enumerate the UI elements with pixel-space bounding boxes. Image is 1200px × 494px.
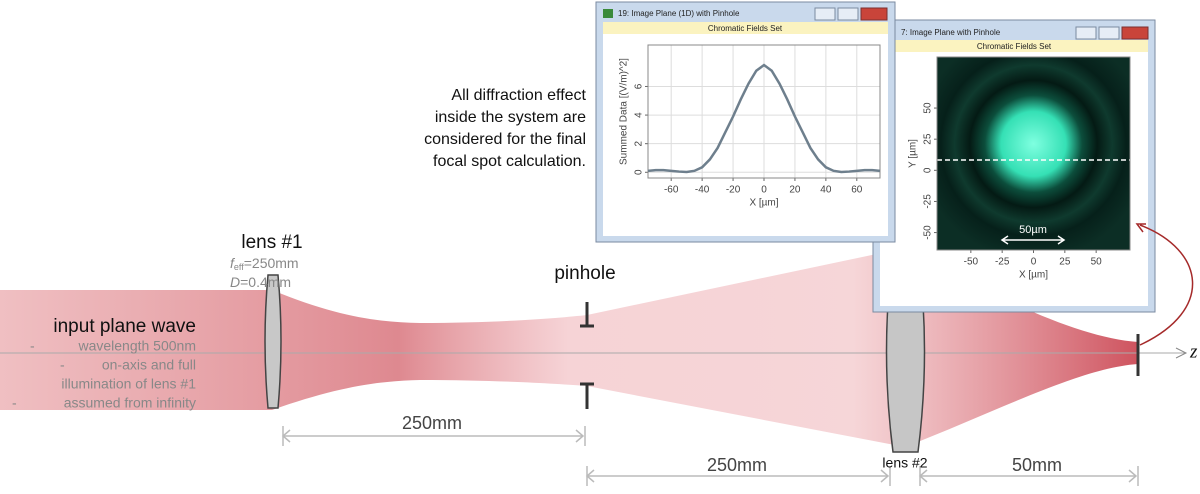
note-line: considered for the final xyxy=(424,131,586,148)
y-tick-label: 50 xyxy=(923,102,934,114)
x-tick-label: 20 xyxy=(789,185,801,196)
input-bullet: illumination of lens #1 xyxy=(61,376,196,392)
x-tick-label: -60 xyxy=(664,185,679,196)
axis-label: z xyxy=(1189,341,1198,362)
window-title: 19: Image Plane (1D) with Pinhole xyxy=(618,9,740,18)
y-tick-label: -50 xyxy=(923,225,934,240)
y-axis-label: Y [µm] xyxy=(908,139,919,168)
button-minimize[interactable] xyxy=(814,7,836,21)
pinhole-shape xyxy=(580,302,594,409)
window-band xyxy=(603,22,888,34)
bullet: - xyxy=(60,357,65,373)
y-tick-label: 2 xyxy=(634,140,645,146)
dimension-lines xyxy=(281,426,1139,486)
input-bullet: assumed from infinity xyxy=(64,395,196,411)
symbol: D xyxy=(230,274,240,290)
note-line: All diffraction effect xyxy=(451,87,586,104)
x-tick-label: 50 xyxy=(1091,257,1103,268)
button-maximize[interactable] xyxy=(837,7,859,21)
y-axis-label: Summed Data [(V/m)^2] xyxy=(619,58,630,165)
intensity-image xyxy=(937,57,1130,250)
plot-frame xyxy=(647,44,881,179)
distance-label: 250mm xyxy=(707,455,767,475)
x-tick-label: 0 xyxy=(761,185,767,196)
input-label: input plane wave xyxy=(53,316,196,337)
link-arrow xyxy=(1135,223,1194,346)
curve xyxy=(647,63,881,174)
pinhole-label: pinhole xyxy=(554,263,615,284)
button-maximize[interactable] xyxy=(1098,26,1120,40)
subscript: eff xyxy=(234,262,244,272)
x-tick-label: -25 xyxy=(995,257,1010,268)
bullet: - xyxy=(30,338,35,354)
distance-label: 250mm xyxy=(402,413,462,433)
x-tick-label: 25 xyxy=(1059,257,1071,268)
x-axis-label: X [µm] xyxy=(1019,270,1048,281)
lens-parameter: feff=250mm xyxy=(230,255,299,273)
note: All diffraction effect inside the system… xyxy=(424,87,586,170)
button-close[interactable] xyxy=(860,7,888,21)
window-title: 7: Image Plane with Pinhole xyxy=(901,28,1001,37)
input-bullet: on-axis and full xyxy=(102,357,196,373)
lens-1 xyxy=(264,274,282,409)
x-tick-label: -50 xyxy=(964,257,979,268)
button-minimize[interactable] xyxy=(1075,26,1097,40)
scale-label: 50µm xyxy=(1019,224,1047,236)
beam xyxy=(0,248,1138,447)
y-tick-label: 6 xyxy=(634,83,645,89)
window-band-text: Chromatic Fields Set xyxy=(977,42,1052,51)
y-tick-label: 4 xyxy=(634,112,645,118)
note-line: focal spot calculation. xyxy=(433,153,586,170)
input-bullet: wavelength 500nm xyxy=(77,338,196,354)
window-band-text: Chromatic Fields Set xyxy=(708,24,783,33)
button-close[interactable] xyxy=(1121,26,1149,40)
y-tick-label: 0 xyxy=(923,167,934,173)
window-buttons xyxy=(1075,26,1149,40)
y-tick-label: 0 xyxy=(634,169,645,175)
bullet: - xyxy=(12,395,17,411)
x-tick-label: -40 xyxy=(695,185,710,196)
window-body xyxy=(603,34,888,236)
x-tick-label: 0 xyxy=(1031,257,1037,268)
window-icon xyxy=(603,9,613,18)
window-2d: Chromatic Fields Set 7: Image Plane with… xyxy=(872,19,1156,313)
note-line: inside the system are xyxy=(435,109,586,126)
window-buttons xyxy=(814,7,888,21)
symbol: f xyxy=(230,255,236,271)
window-1d: Chromatic Fields Set 19: Image Plane (1D… xyxy=(595,1,896,243)
window-band xyxy=(880,40,1148,52)
lens-parameter: D=0.4mm xyxy=(230,274,291,290)
lens-label: lens #2 xyxy=(882,455,927,471)
y-tick-label: -25 xyxy=(923,194,934,209)
value: =0.4mm xyxy=(240,274,291,290)
x-axis-label: X [µm] xyxy=(749,198,778,209)
scale-arrow xyxy=(1000,235,1066,245)
distance-label: 50mm xyxy=(1012,455,1062,475)
axis-arrow xyxy=(1175,347,1188,359)
x-tick-label: 60 xyxy=(851,185,863,196)
lens-label: lens #1 xyxy=(241,232,302,253)
plot-frame xyxy=(936,56,1131,251)
value: =250mm xyxy=(244,255,299,271)
x-tick-label: 40 xyxy=(820,185,832,196)
y-tick-label: 25 xyxy=(923,133,934,145)
x-tick-label: -20 xyxy=(726,185,741,196)
